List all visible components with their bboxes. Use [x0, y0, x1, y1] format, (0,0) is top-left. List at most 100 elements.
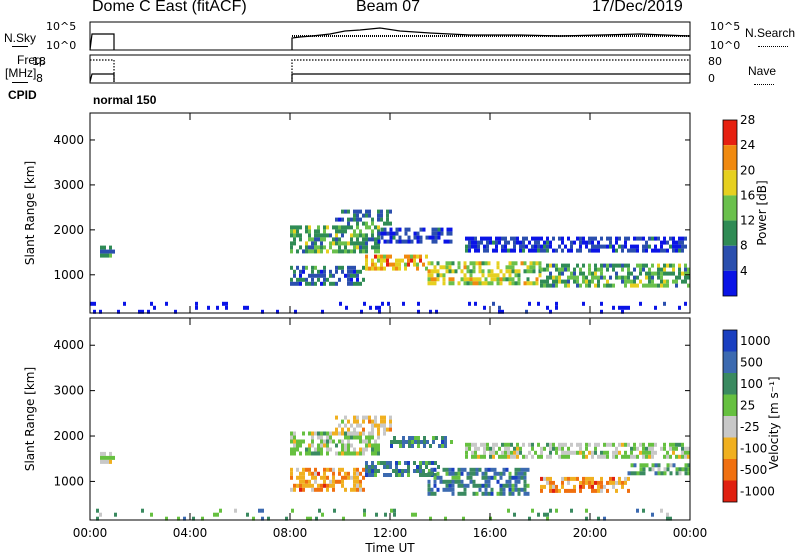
velocity-echo-cell — [594, 446, 597, 451]
power-echo-cell — [299, 277, 302, 282]
velocity-echo-cell — [621, 484, 624, 489]
nsky-tick-top: 10^5 — [46, 20, 76, 33]
power-echo-cell — [347, 277, 350, 282]
velocity-echo-cell — [444, 516, 447, 521]
power-echo-cell — [487, 281, 491, 286]
power-echo-cell — [416, 231, 420, 236]
power-echo-cell — [651, 283, 654, 288]
velocity-echo-cell — [398, 461, 401, 465]
power-echo-cell — [633, 283, 636, 288]
velocity-echo-cell — [359, 487, 362, 492]
power-echo-cell — [365, 262, 368, 267]
velocity-echo-cell — [365, 461, 368, 465]
velocity-echo-cell — [437, 465, 440, 469]
power-echo-cell — [538, 273, 542, 278]
velocity-echo-cell — [460, 483, 464, 488]
velocity-echo-cell — [314, 479, 317, 484]
velocity-echo-cell — [502, 491, 506, 496]
power-echo-cell — [519, 240, 522, 245]
velocity-echo-cell — [576, 450, 579, 455]
power-echo-cell — [495, 236, 498, 241]
velocity-echo-cell — [344, 451, 347, 456]
power-echo-cell — [627, 236, 630, 241]
velocity-echo-cell — [430, 467, 434, 472]
velocity-echo-cell — [320, 443, 323, 448]
velocity-echo-cell — [317, 451, 320, 456]
velocity-echo-cell — [570, 508, 573, 513]
power-echo-cell — [347, 209, 350, 214]
power-colorbar-swatch — [723, 120, 737, 146]
velocity-ytick-label: 3000 — [53, 384, 84, 398]
velocity-echo-cell — [478, 487, 482, 492]
power-echo-cell — [663, 279, 666, 284]
velocity-echo-cell — [468, 442, 471, 447]
velocity-echo-cell — [501, 442, 504, 447]
velocity-echo-cell — [99, 512, 102, 517]
power-echo-cell — [323, 237, 326, 242]
velocity-echo-cell — [377, 451, 380, 456]
power-echo-cell — [311, 237, 314, 242]
power-echo-cell — [496, 273, 500, 278]
velocity-echo-cell — [588, 442, 591, 447]
power-echo-cell — [481, 273, 485, 278]
velocity-echo-cell — [579, 480, 582, 485]
velocity-echo-cell — [299, 439, 302, 444]
velocity-colorbar-tick: 1000 — [740, 334, 771, 348]
power-echo-cell — [350, 269, 353, 274]
power-echo-cell — [356, 273, 359, 278]
power-echo-cell — [112, 249, 115, 254]
velocity-echo-cell — [341, 447, 344, 452]
velocity-echo-cell — [660, 446, 663, 451]
power-echo-cell — [552, 248, 555, 253]
velocity-echo-cell — [469, 471, 473, 476]
velocity-echo-cell — [383, 423, 386, 428]
velocity-echo-cell — [302, 439, 305, 444]
velocity-echo-cell — [290, 451, 293, 456]
velocity-echo-cell — [317, 471, 320, 476]
power-echo-cell — [436, 273, 440, 278]
velocity-echo-cell — [675, 467, 679, 472]
velocity-echo-cell — [311, 471, 314, 476]
power-echo-cell — [320, 241, 323, 246]
velocity-echo-cell — [417, 436, 420, 440]
power-echo-cell — [660, 283, 663, 288]
velocity-echo-cell — [475, 471, 479, 476]
power-echo-cell — [672, 271, 675, 276]
power-echo-cell — [341, 233, 344, 238]
power-colorbar-label: Power [dB] — [755, 180, 769, 245]
power-echo-cell — [386, 254, 389, 259]
velocity-echo-cell — [389, 423, 392, 428]
velocity-echo-cell — [451, 479, 455, 484]
velocity-echo-cell — [332, 439, 335, 444]
power-echo-cell — [504, 240, 507, 245]
power-echo-cell — [419, 258, 422, 263]
power-echo-cell — [299, 237, 302, 242]
power-echo-cell — [356, 269, 359, 274]
power-echo-cell — [371, 237, 374, 242]
velocity-echo-cell — [567, 446, 570, 451]
velocity-echo-cell — [353, 419, 356, 424]
velocity-echo-cell — [516, 446, 519, 451]
velocity-echo-cell — [326, 475, 329, 480]
velocity-echo-cell — [347, 475, 350, 480]
velocity-echo-cell — [299, 475, 302, 480]
power-echo-cell — [523, 261, 527, 266]
power-echo-cell — [588, 236, 591, 241]
power-echo-cell — [630, 283, 633, 288]
velocity-echo-cell — [428, 461, 431, 465]
power-echo-cell — [371, 245, 374, 250]
velocity-echo-cell — [465, 446, 468, 451]
velocity-echo-cell — [675, 471, 679, 476]
velocity-echo-cell — [606, 442, 609, 447]
velocity-echo-cell — [419, 469, 422, 473]
power-echo-cell — [365, 254, 368, 259]
power-echo-cell — [549, 240, 552, 245]
power-echo-cell — [573, 267, 576, 272]
velocity-echo-cell — [368, 473, 371, 477]
velocity-echo-cell — [341, 483, 344, 488]
velocity-echo-cell — [445, 487, 449, 492]
velocity-echo-cell — [639, 471, 643, 476]
power-echo-cell — [615, 271, 618, 276]
velocity-echo-cell — [570, 488, 573, 493]
velocity-echo-cell — [356, 483, 359, 488]
